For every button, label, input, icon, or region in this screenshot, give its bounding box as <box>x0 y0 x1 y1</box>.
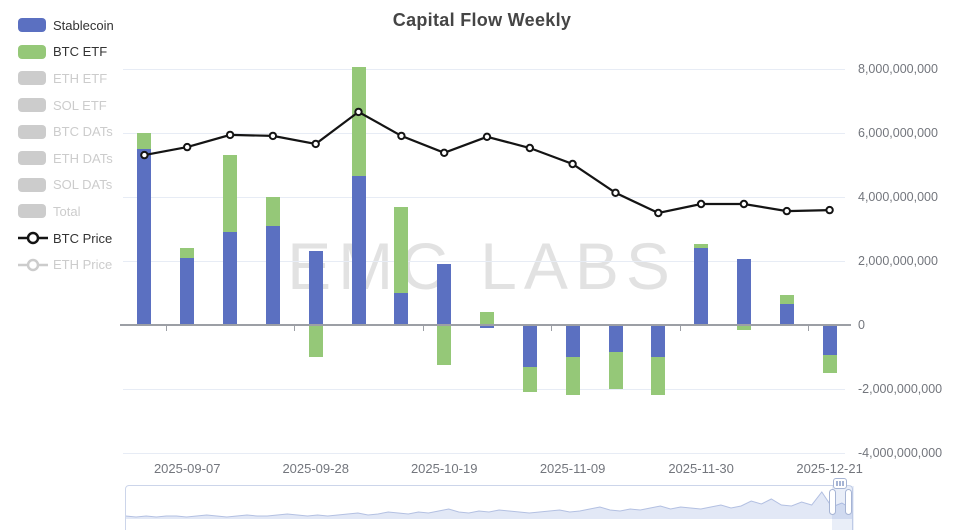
btc-etf-bar <box>223 155 238 233</box>
gridline <box>123 261 845 262</box>
x-axis-label: 2025-12-21 <box>796 461 863 476</box>
stablecoin-bar <box>522 325 537 367</box>
legend-item-btc-etf[interactable]: BTC ETF <box>18 39 114 66</box>
stablecoin-bar <box>394 293 409 325</box>
stablecoin-bar <box>480 325 494 329</box>
x-axis-tick <box>165 326 167 331</box>
legend-swatch-icon <box>18 18 46 33</box>
stablecoin-bar <box>736 259 751 325</box>
btc-etf-bar <box>651 357 666 396</box>
zoom-move-grip-icon[interactable] <box>833 478 847 489</box>
btc-etf-bar <box>736 325 751 330</box>
btc-etf-bar <box>522 366 537 393</box>
legend-label: Stablecoin <box>53 17 114 33</box>
legend-item-eth-etf[interactable]: ETH ETF <box>18 65 114 92</box>
stablecoin-bar <box>137 149 152 325</box>
legend-label: Total <box>53 203 81 219</box>
btc-etf-bar <box>480 312 494 325</box>
btc-etf-bar <box>180 248 195 258</box>
navigator-sparkline <box>125 491 853 519</box>
y-axis-label: 8,000,000,000 <box>858 62 938 76</box>
legend-label: SOL DATs <box>53 177 113 193</box>
btc-etf-bar <box>565 357 580 396</box>
legend-item-sol-etf[interactable]: SOL ETF <box>18 92 114 119</box>
legend-label: BTC DATs <box>53 124 113 140</box>
x-axis-tick <box>294 326 296 331</box>
legend-line-marker-icon <box>18 231 48 245</box>
btc-etf-bar <box>608 352 623 389</box>
x-axis-label: 2025-10-19 <box>410 461 478 476</box>
legend-line-marker-icon <box>18 258 48 271</box>
zoom-handle-right[interactable] <box>845 489 852 515</box>
legend-label: SOL ETF <box>53 97 107 113</box>
gridline <box>123 69 845 70</box>
y-axis-label: -2,000,000,000 <box>858 382 943 396</box>
legend-item-eth-price[interactable]: ETH Price <box>18 251 114 278</box>
stablecoin-bar <box>180 257 195 325</box>
stablecoin-bar <box>223 232 238 325</box>
x-axis-tick <box>679 326 681 331</box>
y-axis-label: 0 <box>858 318 865 332</box>
gridline <box>123 133 845 134</box>
stablecoin-bar <box>351 176 366 325</box>
x-axis-label: 2025-11-30 <box>668 461 734 476</box>
gridline <box>123 389 845 390</box>
x-axis-tick <box>422 326 424 331</box>
legend-item-stablecoin[interactable]: Stablecoin <box>18 12 114 39</box>
legend-label: BTC Price <box>53 230 113 246</box>
data-zoom-navigator[interactable] <box>125 478 854 530</box>
btc-etf-bar <box>265 197 280 226</box>
btc-etf-bar <box>437 325 452 365</box>
stablecoin-bar <box>822 325 837 356</box>
btc-etf-bar <box>351 67 366 177</box>
legend-item-btc-dats[interactable]: BTC DATs <box>18 118 114 145</box>
legend-swatch-icon <box>18 124 46 139</box>
stablecoin-bar <box>651 325 666 357</box>
x-axis-tick <box>808 326 810 331</box>
legend-swatch-icon <box>18 151 46 166</box>
x-axis-tick <box>551 326 553 331</box>
x-axis-label: 2025-09-07 <box>153 461 221 476</box>
btc-etf-bar <box>779 294 794 305</box>
stablecoin-bar <box>565 325 580 357</box>
legend-label: ETH ETF <box>53 70 108 86</box>
legend-item-sol-dats[interactable]: SOL DATs <box>18 172 114 199</box>
stablecoin-bar <box>694 248 709 325</box>
legend-label: BTC ETF <box>53 44 108 60</box>
stablecoin-bar <box>437 264 452 325</box>
zoom-handle-left[interactable] <box>829 489 836 515</box>
x-axis-label: 2025-11-09 <box>539 461 606 476</box>
legend-swatch-icon <box>18 98 46 113</box>
legend-swatch-icon <box>18 177 46 192</box>
chart-title: Capital Flow Weekly <box>392 10 572 30</box>
btc-etf-bar <box>137 133 152 149</box>
legend-item-total[interactable]: Total <box>18 198 114 225</box>
x-axis-line <box>120 324 851 326</box>
x-axis-label: 2025-09-28 <box>282 461 349 476</box>
legend: Stablecoin BTC ETF ETH ETF SOL ETF BTC DATs E… <box>18 12 114 278</box>
gridline <box>123 453 845 454</box>
btc-etf-bar <box>394 206 409 293</box>
y-axis-label: 2,000,000,000 <box>858 254 938 268</box>
stablecoin-bar <box>779 304 794 325</box>
legend-item-eth-dats[interactable]: ETH DATs <box>18 145 114 172</box>
btc-etf-bar <box>308 325 323 357</box>
btc-etf-bar <box>822 355 837 373</box>
legend-label: ETH Price <box>53 257 113 273</box>
y-axis-label: -4,000,000,000 <box>858 446 943 460</box>
y-axis-label: 6,000,000,000 <box>858 126 938 140</box>
legend-swatch-icon <box>18 71 46 86</box>
legend-label: ETH DATs <box>53 150 113 166</box>
legend-swatch-icon <box>18 44 46 59</box>
stablecoin-bar <box>265 225 280 325</box>
y-axis-label: 4,000,000,000 <box>858 190 938 204</box>
btc-etf-bar <box>694 244 709 249</box>
legend-item-btc-price[interactable]: BTC Price <box>18 225 114 252</box>
stablecoin-bar <box>608 325 623 353</box>
stablecoin-bar <box>308 251 323 325</box>
legend-swatch-icon <box>18 204 46 219</box>
